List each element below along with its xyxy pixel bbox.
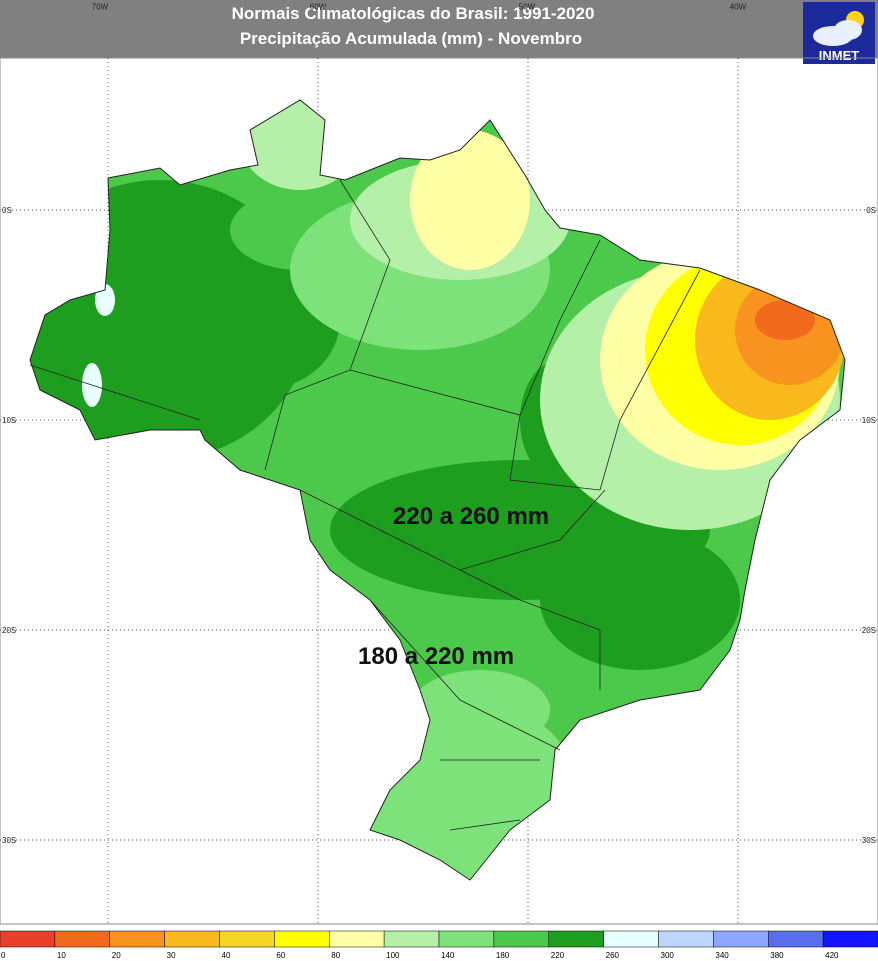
legend-swatch [274, 930, 330, 948]
map-frame [0, 57, 878, 925]
legend-tick-label: 260 [606, 951, 620, 960]
latitude-label: 0S [866, 206, 876, 215]
legend-tick-label: 60 [276, 951, 285, 960]
legend-swatch [109, 930, 165, 948]
legend-swatch [383, 930, 440, 948]
legend-swatch [768, 930, 824, 948]
legend-tick-label: 0 [1, 951, 6, 960]
legend-tick-label: 20 [112, 951, 121, 960]
latitude-label: 10S [2, 416, 16, 425]
legend: 0 10 20 30 40 60 80 100 140 180 220 260 300 340 380 420 [0, 930, 878, 960]
subtitle: Precipitação Acumulada (mm) - Novembro [240, 29, 582, 48]
legend-swatch [438, 930, 495, 948]
legend-swatch [329, 930, 385, 948]
legend-swatch [219, 930, 275, 948]
legend-swatch [822, 930, 878, 948]
legend-swatch [603, 930, 659, 948]
legend-tick-label: 40 [222, 951, 231, 960]
longitude-label: 50W [519, 3, 536, 12]
logo-text: INMET [819, 48, 860, 63]
legend-swatch [548, 930, 604, 948]
coordinate-labels: 70W 60W 50W 40W 0S 0S 10S 10S 20S 20S 30S 30S [2, 3, 876, 845]
legend-tick-label: 180 [496, 951, 510, 960]
legend-swatch [658, 930, 714, 948]
legend-tick-label: 340 [715, 951, 729, 960]
legend-tick-label: 30 [167, 951, 176, 960]
country-border [29, 99, 846, 881]
legend-tick-label: 80 [331, 951, 340, 960]
latitude-label: 30S [862, 836, 876, 845]
annotation: 180 a 220 mm [358, 643, 514, 670]
annotation: 220 a 260 mm [393, 503, 549, 530]
state-borders [29, 179, 701, 831]
longitude-label: 60W [310, 3, 327, 12]
header-bar [0, 0, 878, 58]
legend-swatch [713, 930, 769, 948]
legend-swatch [164, 930, 220, 948]
legend-tick-label: 380 [770, 951, 784, 960]
latitude-label: 20S [862, 626, 876, 635]
legend-tick-label: 100 [386, 951, 400, 960]
logo: INMET [803, 2, 875, 64]
legend-tick-label: 10 [57, 951, 66, 960]
longitude-label: 40W [730, 3, 747, 12]
legend-swatch [54, 930, 110, 948]
longitude-label: 70W [92, 3, 109, 12]
legend-tick-label: 140 [441, 951, 455, 960]
legend-swatch [493, 930, 549, 948]
legend-tick-label: 300 [661, 951, 675, 960]
precipitation-field [30, 100, 845, 880]
latitude-label: 0S [2, 206, 12, 215]
legend-swatch [0, 930, 56, 948]
latitude-label: 20S [2, 626, 16, 635]
latitude-label: 30S [2, 836, 16, 845]
legend-tick-label: 420 [825, 951, 839, 960]
latitude-label: 10S [862, 416, 876, 425]
legend-tick-label: 220 [551, 951, 565, 960]
title: Normais Climatológicas do Brasil: 1991-2… [232, 4, 595, 23]
